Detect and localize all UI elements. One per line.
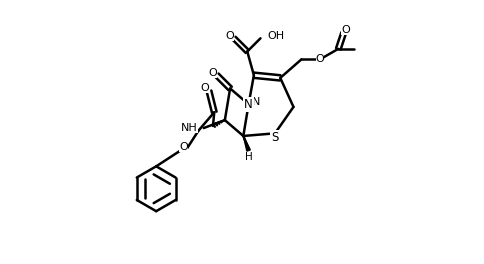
Text: H: H [245, 152, 253, 162]
Polygon shape [243, 136, 250, 151]
Text: S: S [272, 134, 279, 144]
Text: N: N [244, 98, 253, 111]
Text: O: O [225, 31, 234, 41]
Text: O: O [201, 83, 210, 93]
Text: O: O [341, 25, 350, 35]
Text: OH: OH [267, 31, 284, 41]
Text: N: N [252, 97, 260, 107]
Text: S: S [272, 131, 279, 144]
Text: O: O [209, 68, 217, 78]
Text: NH: NH [181, 122, 198, 133]
Text: O: O [316, 54, 324, 64]
Text: O: O [179, 142, 188, 152]
